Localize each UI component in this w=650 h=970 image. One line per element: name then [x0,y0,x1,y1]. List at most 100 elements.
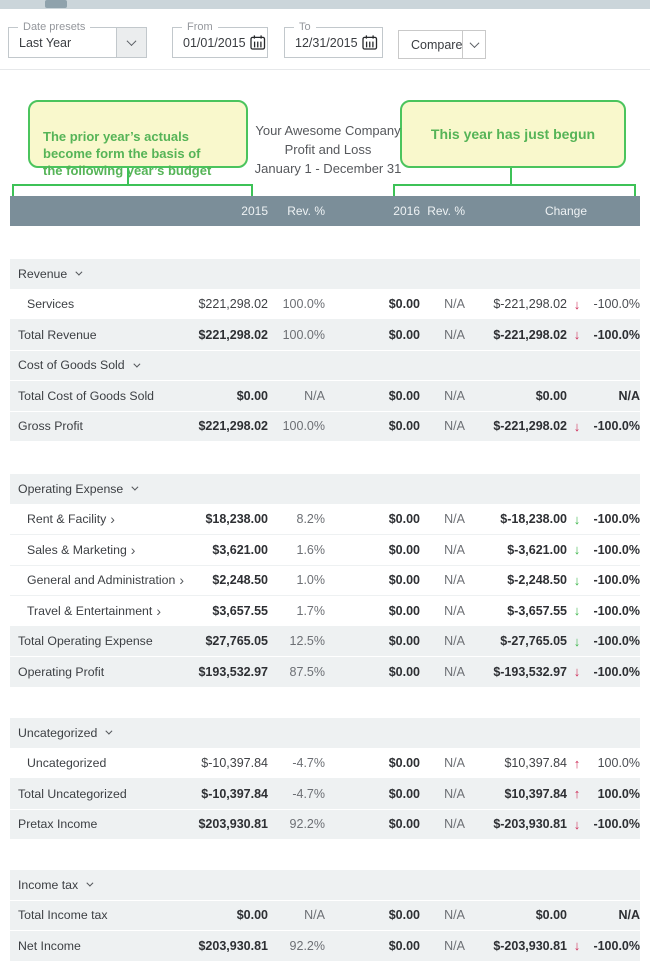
compare-dropdown-button[interactable] [462,31,485,58]
from-calendar-button[interactable] [246,35,273,50]
section-row-cost-of-goods-sold[interactable]: Cost of Goods Sold [10,350,640,381]
cell-rev-pct-2015: 92.2% [289,817,325,832]
compare-dropdown[interactable]: Compare [398,30,486,59]
row-label: Uncategorized [27,756,107,771]
cell-2015: $3,621.00 [212,542,268,557]
row-services[interactable]: Services $221,298.02 100.0% $0.00 N/A $-221,2… [10,289,640,320]
cell-2016: $0.00 [388,756,420,771]
cell-2015: $-10,397.84 [201,786,268,801]
cell-change-pct: -100.0% [593,542,640,557]
cell-change-pct: 100.0% [597,756,640,771]
cell-2015: $0.00 [236,908,268,923]
row-label: Gross Profit [18,419,83,434]
cell-2016: $0.00 [388,817,420,832]
cell-rev-pct-2015: 100.0% [282,327,325,342]
row-uncategorized[interactable]: Uncategorized $-10,397.84 -4.7% $0.00 N/A $10… [10,748,640,779]
trend-up-icon: ↑ [573,786,581,802]
cell-rev-pct-2015: 8.2% [296,512,326,527]
cell-rev-pct-2016: N/A [444,664,465,679]
header-2016: 2016 [393,204,420,218]
cell-change: $-193,532.97 [493,664,567,679]
row-label: Operating Expense [18,481,124,496]
row-net-income: Net Income $203,930.81 92.2% $0.00 N/A $-203,… [10,931,640,962]
row-label: Operating Profit [18,664,105,679]
header-2015: 2015 [241,204,268,218]
chevron-down-icon[interactable] [131,483,139,491]
cell-rev-pct-2016: N/A [444,786,465,801]
row-pretax-income: Pretax Income $203,930.81 92.2% $0.00 N/A $-2… [10,809,640,840]
cell-rev-pct-2016: N/A [444,388,465,403]
cell-2016: $0.00 [388,603,420,618]
cell-change-pct: -100.0% [593,634,640,649]
report-title: Your Awesome Company Profit and Loss Jan… [233,121,423,178]
date-presets-select[interactable]: Date presets Last Year [8,21,147,58]
cell-change-pct: -100.0% [593,297,640,312]
section-row-income-tax[interactable]: Income tax [10,870,640,901]
row-label: Total Cost of Goods Sold [18,388,155,403]
chevron-down-icon[interactable] [133,360,141,368]
chevron-down-icon[interactable] [75,268,83,276]
row-label: Total Income tax [18,908,108,923]
cell-rev-pct-2016: N/A [444,603,465,618]
chevron-right-icon: › [130,541,136,558]
row-total-operating-expense: Total Operating Expense $27,765.05 12.5% $0… [10,626,640,657]
from-label: From [182,21,218,33]
company-name: Your Awesome Company [255,123,401,138]
cell-rev-pct-2015: 87.5% [289,664,325,679]
cell-change-pct: -100.0% [593,664,640,679]
cell-trend: ↑ [567,756,587,771]
cell-trend: ↓ [567,603,587,618]
annotation-connector-left [127,168,129,185]
cell-change: $-3,621.00 [507,542,567,557]
cell-2015: $18,238.00 [205,512,268,527]
row-sales-marketing[interactable]: Sales & Marketing › $3,621.00 1.6% $0.00 N/A $… [10,535,640,566]
cell-rev-pct-2016: N/A [444,419,465,434]
section-row-uncategorized[interactable]: Uncategorized [10,718,640,749]
row-label: General and Administration [27,573,176,588]
chevron-right-icon: › [179,572,185,589]
row-label: Cost of Goods Sold [18,358,125,373]
from-date-field[interactable]: From 01/01/2015 [172,21,268,58]
chevron-down-icon[interactable] [86,879,94,887]
cell-2016: $0.00 [388,938,420,953]
cell-2016: $0.00 [388,786,420,801]
section-row-operating-expense[interactable]: Operating Expense [10,474,640,505]
row-label: Uncategorized [18,725,98,740]
row-operating-profit: Operating Profit $193,532.97 87.5% $0.00 N/A… [10,657,640,688]
header-rev-pct-2016: Rev. % [427,204,465,218]
window-tab [45,0,67,8]
cell-change: $10,397.84 [504,786,567,801]
to-calendar-button[interactable] [358,35,385,50]
annotation-left-text: The prior year’s actuals become form the… [43,129,212,178]
compare-label: Compare [411,37,463,52]
date-presets-dropdown-button[interactable] [116,28,146,57]
trend-down-icon: ↓ [573,633,581,649]
cell-trend: ↓ [567,938,587,953]
cell-rev-pct-2016: N/A [444,297,465,312]
cell-change: $0.00 [535,908,567,923]
cell-2016: $0.00 [388,664,420,679]
cell-rev-pct-2016: N/A [444,756,465,771]
cell-change-pct: -100.0% [593,817,640,832]
cell-rev-pct-2015: 1.6% [296,542,326,557]
cell-trend: ↓ [567,573,587,588]
to-date-value: 12/31/2015 [295,35,358,50]
cell-trend: ↓ [567,297,587,312]
cell-rev-pct-2016: N/A [444,573,465,588]
cell-2015: $-10,397.84 [201,756,268,771]
annotation-prior-year: The prior year’s actuals become form the… [28,100,248,178]
from-date-value: 01/01/2015 [183,35,246,50]
row-travel-entertainment[interactable]: Travel & Entertainment › $3,657.55 1.7% $0.0… [10,596,640,627]
trend-down-icon: ↓ [573,603,581,619]
section-row-revenue[interactable]: Revenue [10,259,640,290]
to-date-field[interactable]: To 12/31/2015 [284,21,385,58]
cell-2016: $0.00 [388,327,420,342]
row-label: Income tax [18,877,79,892]
row-general-and-administration[interactable]: General and Administration › $2,248.50 1.0%… [10,565,640,596]
row-rent-facility[interactable]: Rent & Facility › $18,238.00 8.2% $0.00 N/A $-… [10,504,640,535]
chevron-down-icon[interactable] [105,727,113,735]
cell-change: $-27,765.05 [500,634,567,649]
to-label: To [294,21,316,33]
date-presets-label: Date presets [18,21,91,33]
chevron-down-icon [469,38,480,49]
